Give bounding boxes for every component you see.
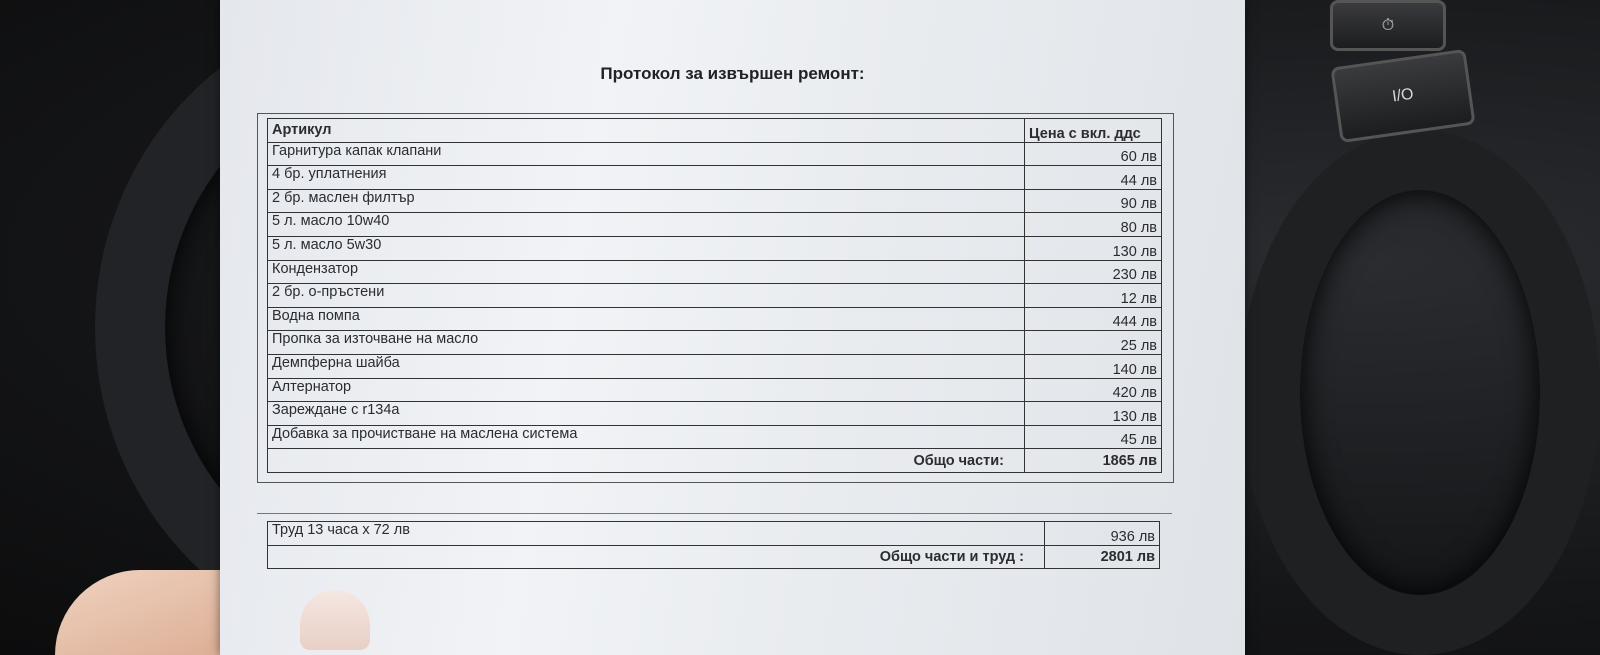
labor-table: Труд 13 часа х 72 лв 936 лв Общо части и…	[267, 521, 1160, 570]
item-name: Гарнитура капак клапани	[267, 141, 1025, 167]
item-name: 5 л. масло 5w30	[267, 235, 1025, 261]
table-row: Алтернатор 420 лв	[267, 377, 1162, 403]
labor-row: Труд 13 часа х 72 лв 936 лв	[267, 521, 1160, 546]
item-price: 12 лв	[1024, 283, 1162, 308]
item-name: Зареждане с r134a	[267, 401, 1025, 426]
item-price: 80 лв	[1024, 212, 1162, 237]
item-name: Добавка за прочистване на маслена систем…	[267, 424, 1025, 450]
parts-total-value: 1865 лв	[1024, 448, 1162, 473]
parts-total-row: Общо части: 1865 лв	[267, 448, 1162, 473]
item-name: Алтернатор	[267, 377, 1025, 403]
table-row: 4 бр. уплатнения 44 лв	[267, 165, 1162, 190]
table-header-row: Артикул Цена с вкл. ддс	[267, 118, 1162, 143]
thumb	[300, 590, 370, 650]
grand-total-label: Общо части и труд :	[267, 544, 1045, 570]
item-name: 4 бр. уплатнения	[267, 165, 1025, 190]
repair-protocol-sheet: Протокол за извършен ремонт: Артикул Цен…	[220, 0, 1245, 655]
header-price: Цена с вкл. ддс	[1024, 118, 1162, 143]
table-row: Пропка за източване на масло 25 лв	[267, 330, 1162, 355]
item-name: Водна помпа	[267, 306, 1025, 332]
item-name: 2 бр. маслен филтър	[267, 188, 1025, 214]
item-name: Пропка за източване на масло	[267, 330, 1025, 355]
cruise-control-button: ⏱	[1330, 0, 1446, 51]
item-price: 130 лв	[1024, 235, 1162, 261]
table-row: Водна помпа 444 лв	[267, 306, 1162, 332]
steering-wheel-rim	[1240, 130, 1600, 655]
grand-total-value: 2801 лв	[1044, 544, 1160, 570]
item-price: 444 лв	[1024, 306, 1162, 332]
item-name: Кондензатор	[267, 259, 1025, 285]
item-price: 90 лв	[1024, 188, 1162, 214]
page-title: Протокол за извършен ремонт:	[600, 64, 865, 83]
item-name: Демпферна шайба	[267, 353, 1025, 379]
table-row: 2 бр. маслен филтър 90 лв	[267, 188, 1162, 214]
io-button: I/O	[1330, 48, 1476, 144]
cruise-control-icon: ⏱	[1381, 16, 1395, 34]
grand-total-row: Общо части и труд : 2801 лв	[267, 544, 1160, 570]
parts-table-frame	[257, 113, 1174, 483]
item-price: 45 лв	[1024, 424, 1162, 450]
item-price: 130 лв	[1024, 401, 1162, 426]
labor-table-frame	[257, 513, 1172, 594]
table-row: Кондензатор 230 лв	[267, 259, 1162, 285]
item-name: 5 л. масло 10w40	[267, 212, 1025, 237]
table-row: 5 л. масло 5w30 130 лв	[267, 235, 1162, 261]
parts-table: Артикул Цена с вкл. ддс Гарнитура капак …	[267, 118, 1162, 473]
item-price: 420 лв	[1024, 377, 1162, 403]
table-row: Демпферна шайба 140 лв	[267, 353, 1162, 379]
table-row: Добавка за прочистване на маслена систем…	[267, 424, 1162, 450]
table-row: 2 бр. о-пръстени 12 лв	[267, 283, 1162, 308]
labor-value: 936 лв	[1044, 521, 1160, 546]
table-row: Зареждане с r134a 130 лв	[267, 401, 1162, 426]
table-row: 5 л. масло 10w40 80 лв	[267, 212, 1162, 237]
parts-total-label: Общо части:	[267, 448, 1025, 473]
item-price: 230 лв	[1024, 259, 1162, 285]
table-row: Гарнитура капак клапани 60 лв	[267, 141, 1162, 167]
header-item: Артикул	[267, 118, 1025, 143]
item-name: 2 бр. о-пръстени	[267, 283, 1025, 308]
labor-label: Труд 13 часа х 72 лв	[267, 521, 1045, 546]
item-price: 140 лв	[1024, 353, 1162, 379]
item-price: 44 лв	[1024, 165, 1162, 190]
item-price: 60 лв	[1024, 141, 1162, 167]
item-price: 25 лв	[1024, 330, 1162, 355]
